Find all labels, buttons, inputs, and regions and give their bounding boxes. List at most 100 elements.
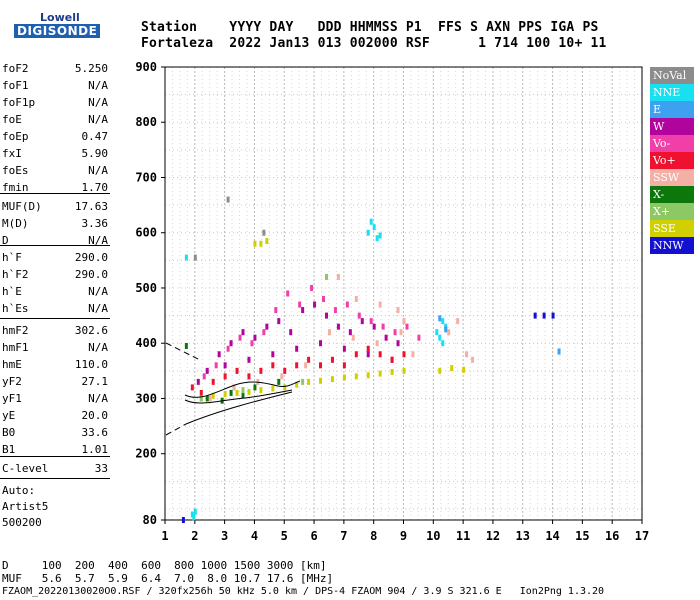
echo-point-vo [390, 356, 394, 363]
x-tick-label: 14 [545, 529, 559, 543]
echo-point-vo [369, 318, 373, 325]
echo-point-noval [262, 229, 266, 236]
param-row: fmin 1.70 [2, 179, 108, 196]
echo-point-nne [375, 235, 379, 242]
echo-point-nne [192, 514, 196, 521]
echo-point-vo [190, 384, 194, 391]
echo-point-e [438, 315, 442, 322]
legend-item-noval: NoVal [650, 67, 694, 84]
echo-point-nnw [181, 517, 185, 523]
param-row: foEp 0.47 [2, 128, 108, 145]
echo-point-ssw [471, 356, 475, 363]
x-tick-label: 7 [340, 529, 347, 543]
profile-lower-trace [185, 391, 293, 425]
echo-point-vo [405, 323, 409, 330]
legend-item-x: X+ [650, 203, 694, 220]
echo-point-sse [450, 365, 454, 372]
echo-point-ssw [378, 301, 382, 308]
param-name: yE [2, 409, 16, 422]
auto-label: Auto: [2, 484, 36, 497]
param-value: 302.6 [74, 324, 108, 337]
param-row: yF1 N/A [2, 390, 108, 407]
echo-point-sse [342, 374, 346, 381]
echo-point-x [241, 392, 245, 399]
echo-point-nne [435, 329, 439, 336]
echo-point-w [372, 323, 376, 330]
echo-point-nne [378, 232, 382, 239]
x-tick-label: 12 [486, 529, 500, 543]
echo-point-nne [184, 254, 188, 261]
param-value: N/A [88, 285, 108, 298]
param-value: N/A [88, 164, 108, 177]
echo-point-w [366, 351, 370, 358]
echo-point-nne [193, 508, 197, 515]
param-row: B1 1.01 [2, 441, 108, 458]
param-row: C-level 33 [2, 460, 108, 477]
param-separator [0, 318, 110, 319]
param-row: h`F 290.0 [2, 249, 108, 266]
param-row: MUF(D) 17.63 [2, 198, 108, 215]
echo-point-nne [441, 340, 445, 347]
y-tick-label: 900 [135, 60, 157, 74]
echo-point-e [444, 326, 448, 333]
echo-point-sse [211, 392, 215, 399]
chart-grid [164, 66, 643, 520]
echo-point-sse [366, 372, 370, 379]
param-name: hmF2 [2, 324, 29, 337]
echo-point-x [229, 389, 233, 396]
echo-point-sse [319, 377, 323, 384]
echo-point-vo [298, 301, 302, 308]
echo-point-w [295, 345, 299, 352]
param-name: D [2, 234, 9, 247]
echo-point-vo [402, 351, 406, 358]
echo-point-w [384, 334, 388, 341]
echo-point-vo [259, 367, 263, 374]
echo-point-ssw [280, 373, 284, 380]
echo-point-e [557, 348, 561, 355]
echo-point-ssw [336, 273, 340, 280]
echo-point-w [319, 340, 323, 347]
auto-program: Artist5 [2, 500, 49, 513]
param-row: foF1p N/A [2, 94, 108, 111]
param-separator [0, 245, 110, 246]
param-value: N/A [88, 113, 108, 126]
param-row: yF2 27.1 [2, 373, 108, 390]
param-value: N/A [88, 234, 108, 247]
y-tick-label: 400 [135, 336, 157, 350]
echo-point-vo [199, 389, 203, 396]
echo-point-nne [372, 224, 376, 231]
echo-point-ssw [208, 395, 212, 402]
echo-point-w [253, 334, 257, 341]
echo-point-sse [223, 391, 227, 398]
echo-point-sse [283, 384, 287, 391]
distance-row: D 100 200 400 600 800 1000 1500 3000 [km… [2, 559, 327, 572]
echo-point-vo [286, 290, 290, 297]
echo-point-vo [271, 362, 275, 369]
param-row: fxI 5.90 [2, 145, 108, 162]
echo-point-w [229, 340, 233, 347]
param-row: D N/A [2, 232, 108, 249]
echo-point-w [196, 378, 200, 385]
echo-point-vo [202, 373, 206, 380]
echo-point-sse [438, 367, 442, 374]
echo-point-sse [307, 378, 311, 385]
param-row: h`F2 290.0 [2, 266, 108, 283]
echo-point-ssw [304, 362, 308, 369]
echo-point-vo [322, 296, 326, 303]
param-name: C-level [2, 462, 49, 475]
param-value: 0.47 [81, 130, 109, 143]
echo-point-ssw [399, 329, 403, 336]
echo-point-sse [259, 387, 263, 394]
echo-point-nnw [533, 312, 537, 319]
param-row: foF1 N/A [2, 77, 108, 94]
x-tick-label: 15 [575, 529, 589, 543]
param-row: h`E N/A [2, 283, 108, 300]
param-name: B1 [2, 443, 16, 456]
echo-point-sse [330, 376, 334, 383]
echo-point-noval [193, 254, 197, 261]
echo-point-w [301, 307, 305, 314]
echo-point-vo [393, 329, 397, 336]
echo-point-sse [378, 370, 382, 377]
x-tick-label: 10 [426, 529, 440, 543]
echo-point-vo [211, 378, 215, 385]
